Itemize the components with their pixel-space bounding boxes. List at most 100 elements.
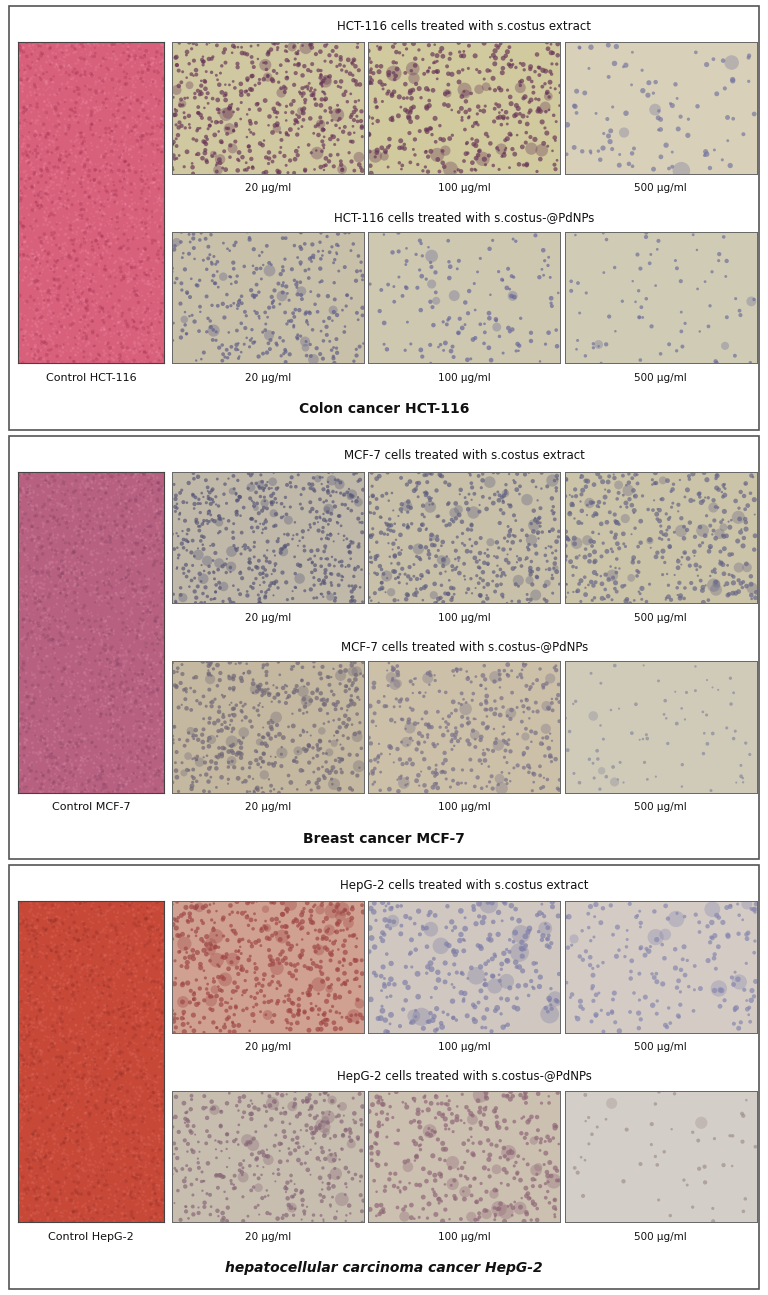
Point xyxy=(102,720,114,741)
Point xyxy=(108,467,121,488)
Point xyxy=(131,1154,143,1175)
Point xyxy=(33,1195,45,1216)
Point xyxy=(335,47,347,67)
Point xyxy=(362,526,375,546)
Point xyxy=(416,246,429,267)
Point xyxy=(487,67,499,88)
Point xyxy=(94,172,106,193)
Point xyxy=(157,190,169,211)
Point xyxy=(16,183,28,203)
Point xyxy=(16,215,28,236)
Point xyxy=(122,592,134,613)
Point xyxy=(220,52,232,73)
Point xyxy=(30,961,42,982)
Point xyxy=(187,1204,200,1225)
Point xyxy=(74,1114,87,1134)
Point xyxy=(83,1083,95,1103)
Point xyxy=(406,730,419,751)
Point xyxy=(21,909,33,930)
Point xyxy=(243,136,255,157)
Point xyxy=(50,1006,62,1027)
Point xyxy=(129,663,141,684)
Point xyxy=(469,328,482,348)
Point xyxy=(488,1180,501,1200)
Point xyxy=(613,514,625,535)
Point xyxy=(266,471,279,492)
Point xyxy=(567,565,579,585)
Point xyxy=(101,1093,113,1114)
Point xyxy=(82,1093,94,1114)
Point xyxy=(317,330,329,351)
Point xyxy=(60,892,72,913)
Point xyxy=(15,979,28,1000)
Point xyxy=(143,174,155,194)
Point xyxy=(130,526,142,546)
Point xyxy=(28,1077,40,1098)
Point xyxy=(71,76,83,97)
Point xyxy=(62,906,74,927)
Point xyxy=(202,504,214,524)
Point xyxy=(26,1211,38,1232)
Point xyxy=(85,236,98,256)
Point xyxy=(27,513,39,534)
Point xyxy=(345,131,357,152)
Point xyxy=(118,997,131,1018)
Point xyxy=(211,70,223,91)
Point xyxy=(518,88,530,109)
Point xyxy=(108,122,121,142)
Point xyxy=(38,660,50,681)
Point xyxy=(32,106,45,127)
Point xyxy=(230,745,243,765)
Point xyxy=(45,1035,58,1055)
Point xyxy=(674,271,687,291)
Point xyxy=(146,161,158,181)
Point xyxy=(35,638,47,659)
Point xyxy=(58,970,71,991)
Point xyxy=(108,782,121,803)
Point xyxy=(91,1011,104,1032)
Point xyxy=(47,1114,59,1134)
Point xyxy=(55,1184,67,1204)
Point xyxy=(14,466,26,487)
Point xyxy=(141,646,154,667)
Point xyxy=(396,708,408,729)
Point xyxy=(525,71,538,92)
Point xyxy=(366,462,378,483)
Point xyxy=(429,978,442,998)
Point xyxy=(71,62,83,83)
Point xyxy=(319,572,331,593)
Point xyxy=(443,268,455,289)
Point xyxy=(51,971,63,992)
Point xyxy=(498,891,510,912)
Point xyxy=(30,1008,42,1028)
Point xyxy=(481,1088,493,1109)
Point xyxy=(74,1206,87,1226)
Point xyxy=(193,490,205,510)
Point xyxy=(38,202,51,223)
Point xyxy=(737,578,749,598)
Point xyxy=(95,585,108,606)
Point xyxy=(35,1146,47,1167)
Point xyxy=(18,232,31,253)
Point xyxy=(42,734,55,755)
Point xyxy=(167,1116,179,1137)
Point xyxy=(343,123,356,144)
Point xyxy=(545,932,558,953)
Point xyxy=(152,332,164,352)
Point xyxy=(420,484,432,505)
Point xyxy=(35,905,47,926)
Point xyxy=(92,201,104,221)
Point xyxy=(230,504,243,524)
Point xyxy=(37,1020,49,1041)
Point xyxy=(256,777,268,798)
Point xyxy=(35,905,47,926)
Point xyxy=(31,988,43,1009)
Point xyxy=(270,707,283,728)
Point xyxy=(446,556,458,576)
Point xyxy=(71,780,83,800)
Point xyxy=(232,963,244,984)
Point xyxy=(458,553,470,574)
Point xyxy=(250,891,263,912)
Point xyxy=(540,997,552,1018)
Point xyxy=(501,664,513,685)
